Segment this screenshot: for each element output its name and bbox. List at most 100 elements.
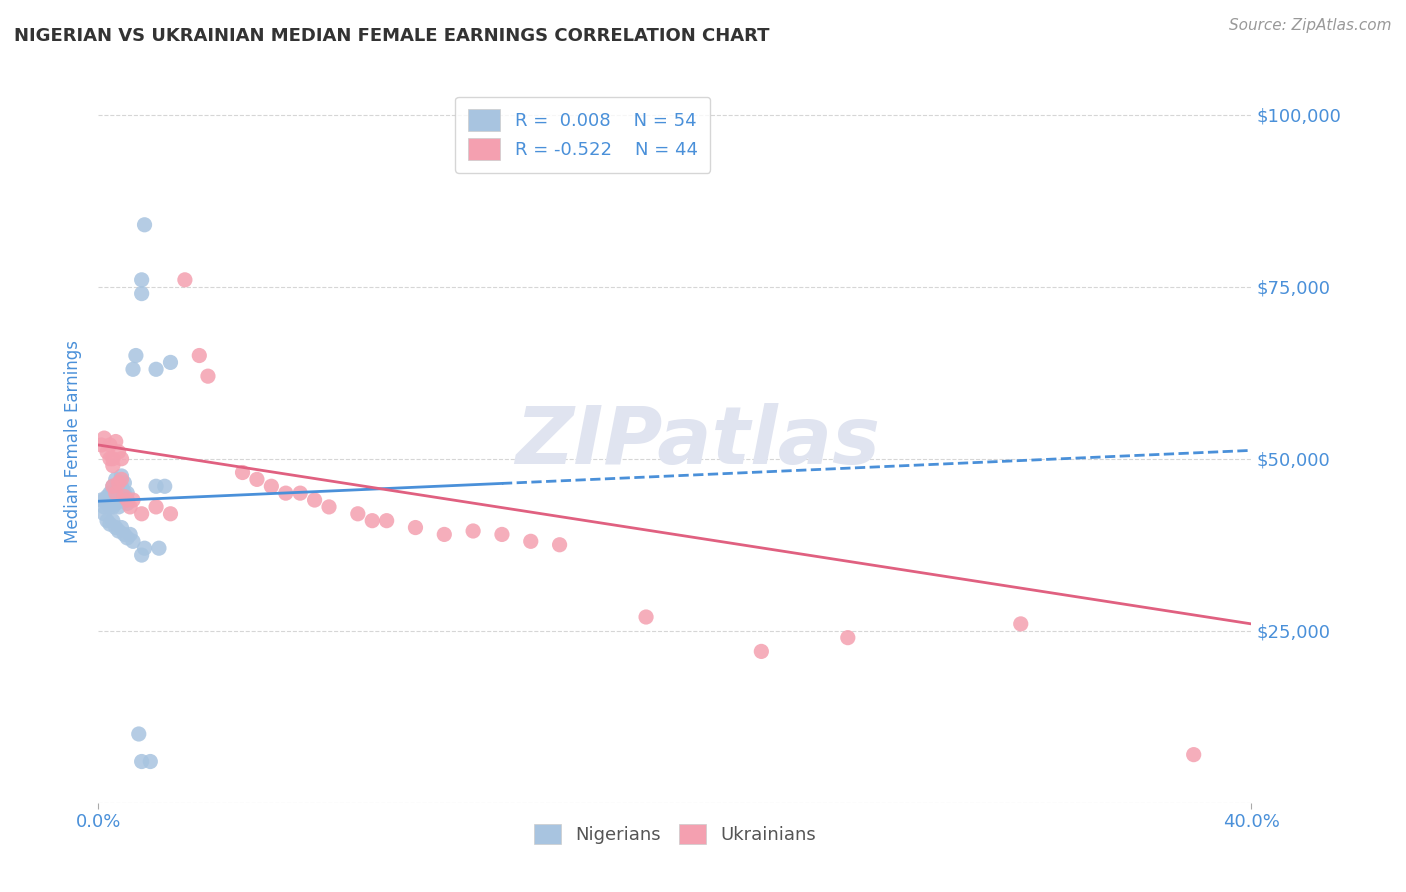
Point [112,486,135,500]
Point [110,451,132,466]
Point [131,507,153,521]
Point [159,507,181,521]
Point [107,524,129,538]
Point [98,500,121,514]
Point [491,527,513,541]
Point [93,500,115,514]
Point [120,500,142,514]
Point [231,466,254,480]
Point [101,514,124,528]
Point [131,273,153,287]
Point [112,475,135,490]
Point [246,472,269,486]
Point [134,218,156,232]
Point [93,431,115,445]
Point [96,514,118,528]
Point [101,500,124,514]
Point [122,534,145,549]
Point [145,500,167,514]
Point [153,479,176,493]
Point [274,486,297,500]
Point [520,534,543,549]
Point [375,514,398,528]
Point [405,520,427,534]
Point [96,496,118,510]
Point [148,541,170,556]
Text: NIGERIAN VS UKRAINIAN MEDIAN FEMALE EARNINGS CORRELATION CHART: NIGERIAN VS UKRAINIAN MEDIAN FEMALE EARN… [14,27,769,45]
Y-axis label: Median Female Earnings: Median Female Earnings [65,340,83,543]
Point [346,507,368,521]
Point [98,438,121,452]
Point [107,475,129,490]
Point [122,493,145,508]
Point [110,472,132,486]
Point [101,479,124,493]
Point [290,486,312,500]
Point [104,483,127,497]
Point [120,527,142,541]
Point [104,496,127,510]
Point [461,524,484,538]
Point [93,493,115,508]
Point [104,493,127,508]
Point [101,458,124,473]
Point [117,493,139,508]
Point [90,438,112,452]
Point [188,349,211,363]
Point [433,527,456,541]
Point [101,493,124,508]
Point [134,541,156,556]
Point [304,493,326,508]
Point [1182,747,1205,762]
Point [104,486,127,500]
Point [751,644,773,658]
Point [260,479,283,493]
Point [93,507,115,521]
Point [107,445,129,459]
Point [159,355,181,369]
Point [110,520,132,534]
Point [107,490,129,504]
Point [98,486,121,500]
Point [96,445,118,459]
Point [128,727,150,741]
Point [197,369,219,384]
Point [98,493,121,508]
Legend: Nigerians, Ukrainians: Nigerians, Ukrainians [526,817,824,852]
Point [112,490,135,504]
Point [117,493,139,508]
Point [104,472,127,486]
Point [104,520,127,534]
Text: ZIPatlas: ZIPatlas [516,402,880,481]
Point [98,517,121,532]
Point [837,631,859,645]
Point [96,490,118,504]
Point [117,496,139,510]
Point [107,500,129,514]
Point [361,514,384,528]
Point [174,273,197,287]
Point [125,349,148,363]
Point [1010,616,1032,631]
Point [110,469,132,483]
Point [117,486,139,500]
Point [101,451,124,466]
Point [110,493,132,508]
Point [104,434,127,449]
Point [318,500,340,514]
Text: Source: ZipAtlas.com: Source: ZipAtlas.com [1229,18,1392,33]
Point [107,493,129,508]
Point [110,479,132,493]
Point [112,527,135,541]
Point [112,493,135,508]
Point [145,362,167,376]
Point [636,610,658,624]
Point [131,286,153,301]
Point [107,479,129,493]
Point [122,362,145,376]
Point [90,493,112,508]
Point [98,451,121,466]
Point [131,755,153,769]
Point [139,755,162,769]
Point [131,548,153,562]
